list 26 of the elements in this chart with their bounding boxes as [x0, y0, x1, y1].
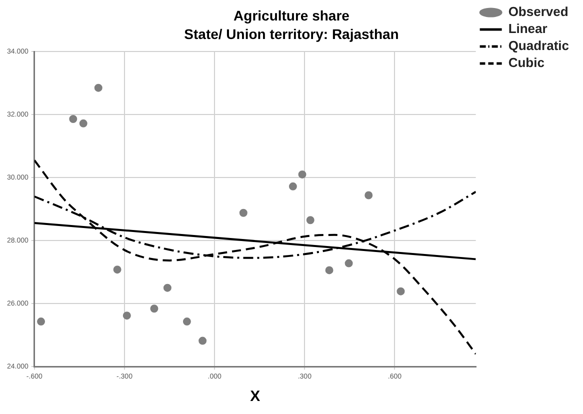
point — [94, 84, 102, 92]
point — [198, 336, 207, 345]
point — [69, 115, 78, 124]
point — [150, 304, 158, 313]
x-axis-title: X — [250, 388, 260, 406]
legend-label: Observed — [508, 4, 568, 20]
point — [163, 284, 172, 292]
point — [298, 170, 306, 178]
legend-label: Cubic — [508, 55, 544, 70]
point — [306, 216, 314, 224]
legend-label: Quadratic — [508, 38, 570, 54]
chart-title: Agriculture share — [234, 7, 350, 24]
point — [364, 191, 373, 200]
point — [325, 266, 334, 274]
chart-subtitle: State/ Union territory: Rajasthan — [184, 26, 399, 42]
point — [79, 119, 88, 128]
point — [288, 182, 297, 190]
point — [396, 287, 405, 296]
point — [113, 266, 122, 274]
point — [344, 259, 353, 268]
point — [239, 208, 248, 217]
line-series — [34, 159, 476, 355]
point — [37, 318, 46, 326]
point — [182, 318, 191, 326]
point — [122, 312, 131, 320]
legend-label: Linear — [508, 21, 548, 36]
